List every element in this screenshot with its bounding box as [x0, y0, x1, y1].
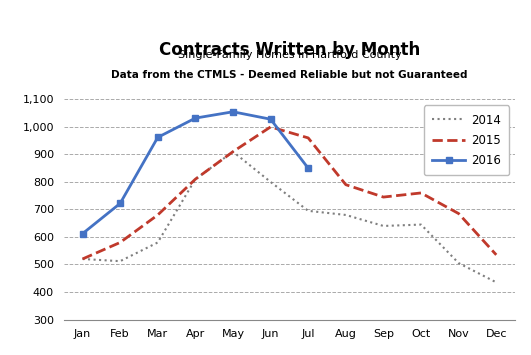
- 2015: [117, 240, 123, 245]
- 2015: [305, 136, 311, 140]
- 2016: [155, 135, 161, 140]
- 2014: [305, 209, 311, 213]
- 2016: [305, 166, 311, 170]
- 2015: [380, 195, 387, 199]
- 2014: [155, 240, 161, 245]
- 2014: [79, 257, 85, 261]
- Text: Single-Family Homes in Hartford County: Single-Family Homes in Hartford County: [177, 50, 401, 60]
- 2015: [493, 253, 500, 257]
- 2014: [380, 224, 387, 228]
- Text: Data from the CTMLS - Deemed Reliable but not Guaranteed: Data from the CTMLS - Deemed Reliable bu…: [111, 70, 468, 80]
- 2015: [230, 149, 236, 154]
- 2015: [418, 191, 424, 195]
- 2015: [155, 213, 161, 217]
- Line: 2016: 2016: [79, 108, 312, 237]
- 2016: [230, 110, 236, 114]
- 2015: [456, 212, 462, 216]
- Legend: 2014, 2015, 2016: 2014, 2015, 2016: [424, 105, 509, 175]
- 2014: [418, 223, 424, 227]
- 2014: [117, 259, 123, 263]
- 2014: [342, 213, 349, 217]
- Line: 2015: 2015: [82, 127, 496, 259]
- Line: 2014: 2014: [82, 152, 496, 282]
- 2015: [268, 125, 274, 129]
- 2014: [192, 177, 199, 181]
- Title: Contracts Written by Month: Contracts Written by Month: [159, 41, 420, 59]
- 2015: [342, 182, 349, 187]
- 2014: [456, 261, 462, 265]
- 2014: [493, 280, 500, 284]
- 2016: [117, 201, 123, 206]
- 2016: [268, 117, 274, 121]
- 2016: [79, 231, 85, 236]
- 2015: [79, 257, 85, 261]
- 2015: [192, 177, 199, 181]
- 2014: [230, 149, 236, 154]
- 2016: [192, 116, 199, 120]
- 2014: [268, 180, 274, 184]
